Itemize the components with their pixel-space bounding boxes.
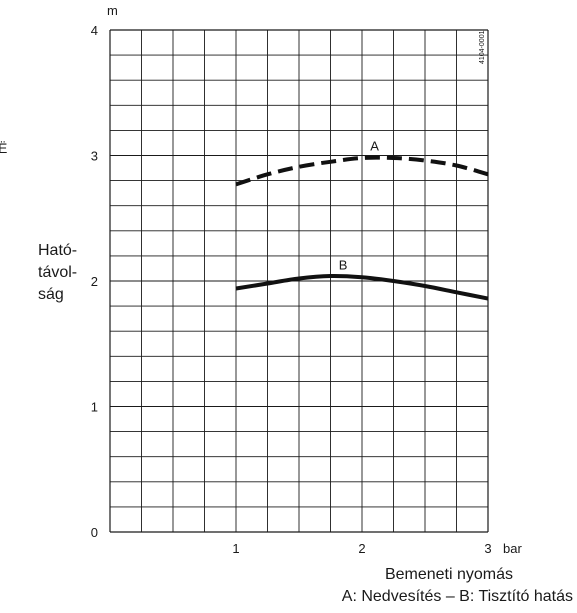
y-tick-label: 3 bbox=[91, 149, 98, 164]
series-line-b bbox=[235, 273, 489, 301]
x-tick-label: 3 bbox=[484, 541, 491, 556]
y-axis-label-line-1: Ható- bbox=[38, 242, 78, 259]
x-tick-label: 1 bbox=[232, 541, 239, 556]
x-axis-label: Bemeneti nyomás bbox=[384, 566, 513, 583]
x-tick-label: 2 bbox=[358, 541, 365, 556]
chart-labels: 0 1 2 3 4 1 2 3 A B bbox=[91, 23, 492, 556]
y-axis-label-line-3: ság bbox=[38, 286, 64, 303]
edge-mark: Ë bbox=[0, 140, 8, 156]
y-tick-label: 2 bbox=[91, 274, 98, 289]
y-axis-label: Ható- távol- ság bbox=[38, 240, 77, 306]
y-tick-label: 0 bbox=[91, 525, 98, 540]
y-tick-label: 1 bbox=[91, 400, 98, 415]
chart-grid bbox=[109, 29, 489, 533]
y-axis-label-line-2: távol- bbox=[38, 264, 78, 281]
series-label-a: A bbox=[370, 138, 379, 153]
chart-caption: A: Nedvesítés – B: Tisztító hatás bbox=[341, 588, 573, 605]
figure-code: 4104-0001 bbox=[479, 30, 486, 64]
x-unit-label: bar bbox=[503, 541, 522, 556]
series-label-b: B bbox=[339, 258, 348, 273]
y-unit-label: m bbox=[107, 3, 118, 18]
y-tick-label: 4 bbox=[91, 23, 98, 38]
chart-series bbox=[235, 155, 489, 301]
